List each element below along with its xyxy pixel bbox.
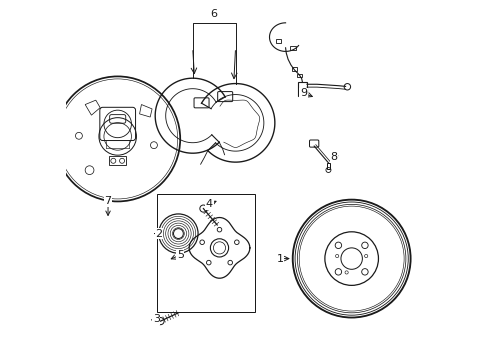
- Bar: [291, 67, 296, 71]
- Text: 2: 2: [154, 229, 162, 239]
- Bar: [297, 74, 302, 77]
- Text: 3: 3: [151, 314, 160, 324]
- Bar: [298, 82, 306, 96]
- Text: 4: 4: [205, 199, 216, 209]
- Text: 8: 8: [329, 153, 337, 162]
- Text: 7: 7: [104, 197, 111, 215]
- Bar: [157, 194, 255, 312]
- Bar: [289, 46, 295, 50]
- Bar: [109, 157, 126, 165]
- Text: 9: 9: [299, 88, 312, 98]
- Text: 1: 1: [276, 253, 288, 264]
- Bar: [326, 163, 329, 169]
- Text: 5: 5: [171, 250, 183, 260]
- Bar: [275, 39, 281, 43]
- Text: 6: 6: [210, 9, 217, 19]
